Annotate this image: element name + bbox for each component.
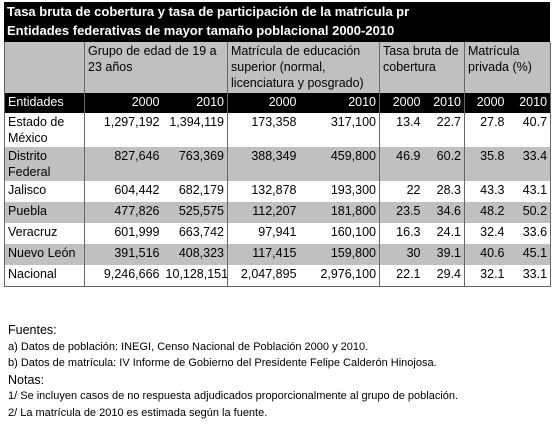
cell-value: 43.1 bbox=[522, 183, 548, 197]
cell-value: 40.7 bbox=[522, 115, 548, 129]
cell-value: 663,742 bbox=[178, 225, 225, 239]
cell-value: 2,047,895 bbox=[227, 265, 300, 287]
cell-value: 60.2 bbox=[423, 147, 465, 181]
cell-value: 33.1 bbox=[522, 267, 548, 281]
cell-value: 23.5 bbox=[379, 202, 424, 223]
cell-value: 97,941 bbox=[227, 223, 300, 244]
cell-value: 27.8 bbox=[464, 113, 508, 147]
cell-value: 181,800 bbox=[299, 202, 380, 223]
cell-value: 317,100 bbox=[330, 115, 377, 129]
note-line: Notas: bbox=[8, 372, 45, 387]
cell-value: 40.6 bbox=[464, 244, 508, 265]
row-label: Nuevo León bbox=[4, 244, 85, 265]
cell-value: 34.6 bbox=[423, 202, 465, 223]
column-header: 2000 bbox=[227, 93, 300, 113]
cell-value: 193,300 bbox=[330, 183, 377, 197]
table-row: Estado de México 1,297,192 1,394,119 173,35… bbox=[5, 113, 551, 147]
notes: Fuentes: a) Datos de población: INEGI, Ce… bbox=[8, 322, 458, 421]
row-label: Distrito Federal bbox=[4, 147, 85, 181]
row-label: Jalisco bbox=[8, 183, 47, 197]
table-row: Jalisco 604,442 682,179 132,878 193,300 22 28.… bbox=[5, 181, 551, 202]
column-header: 2000 bbox=[84, 93, 163, 113]
column-header: 2010 bbox=[507, 93, 551, 113]
column-header: 2010 bbox=[299, 93, 380, 113]
cell-value: 16.3 bbox=[379, 223, 424, 244]
column-header: Entidades bbox=[4, 93, 85, 113]
table-row: Veracruz 601,999 663,742 97,941 160,100 16.3 2… bbox=[5, 223, 551, 244]
column-header: 2000 bbox=[464, 93, 508, 113]
cell-value: 173,358 bbox=[227, 113, 300, 147]
cell-value: 132,878 bbox=[227, 181, 300, 202]
data-table: Grupo de edad de 19 a 23 años Matrícula d… bbox=[4, 42, 552, 287]
cell-value: 22 bbox=[379, 181, 424, 202]
cell-value: 32.1 bbox=[464, 265, 508, 287]
cell-value: 159,800 bbox=[299, 244, 380, 265]
cell-value: 43.3 bbox=[464, 181, 508, 202]
cell-value: 827,646 bbox=[84, 147, 163, 181]
cell-value: 22.1 bbox=[379, 265, 424, 287]
table-row: Puebla 477,826 525,575 112,207 181,800 23.5 34… bbox=[4, 202, 551, 223]
cell-value: 35.8 bbox=[464, 147, 508, 181]
cell-value: 10,128,151 bbox=[165, 267, 228, 281]
cell-value: 117,415 bbox=[227, 244, 300, 265]
cell-value: 391,516 bbox=[84, 244, 163, 265]
table-row: Nacional 9,246,666 10,128,151 2,047,895 2,97… bbox=[5, 265, 551, 287]
column-header: 2000 bbox=[379, 93, 424, 113]
group-header: Matrícula privada (%) bbox=[464, 42, 551, 93]
cell-value: 13.4 bbox=[379, 113, 424, 147]
cell-value: 388,349 bbox=[227, 147, 300, 181]
note-line: a) Datos de población: INEGI, Censo Naci… bbox=[8, 340, 369, 353]
group-header: Tasa bruta de cobertura bbox=[379, 42, 465, 93]
cell-value: 32.4 bbox=[464, 223, 508, 244]
title-line: Entidades federativas de mayor tamaño po… bbox=[7, 23, 395, 38]
cell-value: 50.2 bbox=[507, 202, 551, 223]
note-line: 2/ La matrícula de 2010 es estimada segú… bbox=[8, 406, 268, 419]
cell-value: 46.9 bbox=[379, 147, 424, 181]
cell-value: 30 bbox=[379, 244, 424, 265]
cell-value: 45.1 bbox=[507, 244, 551, 265]
cell-value: 1,297,192 bbox=[84, 113, 163, 147]
cell-value: 160,100 bbox=[330, 225, 377, 239]
cell-value: 9,246,666 bbox=[84, 265, 163, 287]
cell-value: 601,999 bbox=[84, 223, 163, 244]
cell-value: 459,800 bbox=[299, 147, 380, 181]
column-header: 2010 bbox=[162, 93, 228, 113]
empty-cell bbox=[4, 42, 85, 93]
title-line: Tasa bruta de cobertura y tasa de partic… bbox=[7, 4, 410, 19]
row-label: Nacional bbox=[8, 267, 57, 281]
cell-value: 33.6 bbox=[522, 225, 548, 239]
cell-value: 22.7 bbox=[436, 115, 462, 129]
note-line: 1/ Se incluyen casos de no respuesta adj… bbox=[8, 390, 459, 402]
group-header: Matrícula de educación superior (normal,… bbox=[227, 42, 380, 93]
title-bar: Tasa bruta de cobertura y tasa de partic… bbox=[4, 2, 550, 42]
cell-value: 29.4 bbox=[436, 267, 462, 281]
row-label: Estado de México bbox=[8, 115, 65, 145]
cell-value: 1,394,119 bbox=[169, 115, 225, 129]
cell-value: 39.1 bbox=[423, 244, 465, 265]
cell-value: 2,976,100 bbox=[320, 267, 377, 281]
cell-value: 525,575 bbox=[162, 202, 228, 223]
row-label: Puebla bbox=[4, 202, 85, 223]
cell-value: 682,179 bbox=[178, 183, 225, 197]
column-header: 2010 bbox=[423, 93, 465, 113]
group-header: Grupo de edad de 19 a 23 años bbox=[83, 42, 228, 93]
cell-value: 48.2 bbox=[464, 202, 508, 223]
note-line: Fuentes: bbox=[8, 323, 57, 337]
cell-value: 763,369 bbox=[162, 147, 228, 181]
cell-value: 28.3 bbox=[436, 183, 462, 197]
cell-value: 408,323 bbox=[162, 244, 228, 265]
column-header-row: Entidades 2000 2010 2000 2010 2000 2010 2000 201… bbox=[4, 93, 551, 113]
note-line: b) Datos de matrícula: IV Informe de Gob… bbox=[8, 357, 437, 369]
table-row: Nuevo León 391,516 408,323 117,415 159,800 30… bbox=[4, 244, 551, 265]
cell-value: 33.4 bbox=[507, 147, 551, 181]
cell-value: 477,826 bbox=[84, 202, 163, 223]
cell-value: 24.1 bbox=[436, 225, 462, 239]
group-header-row: Grupo de edad de 19 a 23 años Matrícula d… bbox=[4, 42, 551, 93]
row-label: Veracruz bbox=[8, 225, 58, 239]
cell-value: 112,207 bbox=[227, 202, 300, 223]
table-row: Distrito Federal 827,646 763,369 388,349 459… bbox=[4, 147, 551, 181]
cell-value: 604,442 bbox=[84, 181, 163, 202]
